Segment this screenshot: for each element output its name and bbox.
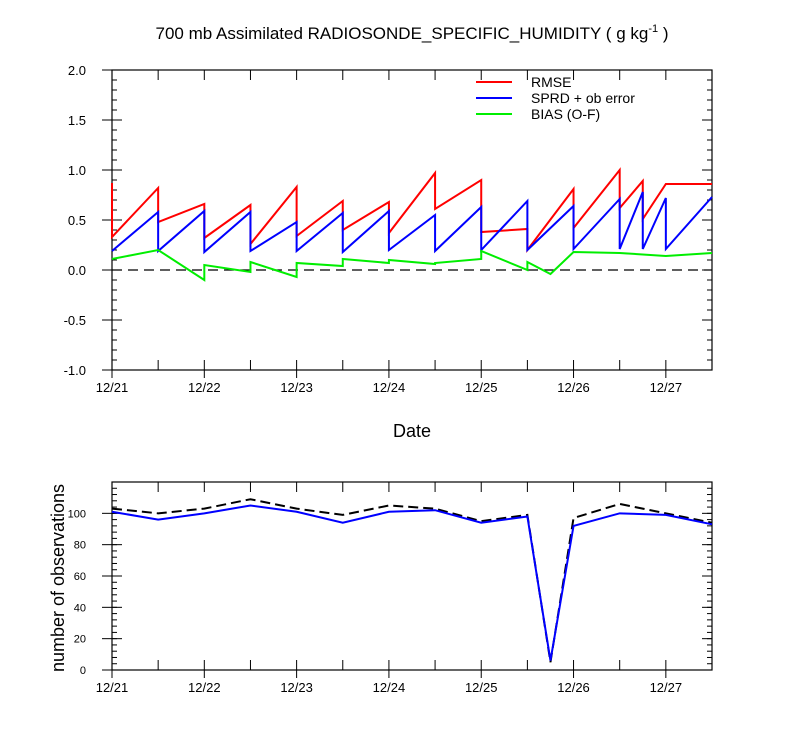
top-ticks [102,69,712,378]
y-tick-label: 0.5 [68,213,86,228]
y-tick-label: 40 [74,602,86,614]
x-tick-label: 12/21 [96,380,129,395]
chart-title-exponent: -1 [648,23,658,35]
x-tick-label: 12/27 [650,380,683,395]
top-plot-frame [111,69,713,371]
series-line-bias-o-f [111,248,713,282]
y-tick-label: 0 [80,665,86,677]
y-tick-label: 1.5 [68,113,86,128]
x-tick-label: 12/24 [373,380,406,395]
x-axis-title: Date [393,421,431,441]
x-tick-label: 12/26 [557,380,590,395]
y-tick-label: 0.0 [68,263,86,278]
y-tick-label: -0.5 [64,313,86,328]
y-tick-label: 100 [68,508,86,520]
legend-label-rmse: RMSE [531,74,571,90]
y-axis-title-observations: number of observations [48,484,68,672]
bottom-y-tick-labels: 0 20 40 60 80 100 [68,508,86,677]
y-tick-label: 2.0 [68,63,86,78]
bottom-series-group [111,498,713,663]
bottom-ticks [102,481,712,678]
chart-title-suffix: ) [658,24,668,43]
y-tick-label: 20 [74,634,86,646]
x-tick-label: 12/23 [280,380,313,395]
top-panel: -1.0-0.50.00.51.01.52.0 12/21 12/22 12/23 1… [64,63,713,441]
top-y-tick-labels: -1.0 -0.5 0.0 0.5 1.0 1.5 2.0 [64,63,86,378]
y-tick-label: 80 [74,540,86,552]
x-tick-label: 12/22 [188,680,221,695]
series-line-possible [111,498,713,663]
y-tick-label: -1.0 [64,363,86,378]
series-line-sprd-ob-error [111,191,713,255]
legend-label-bias: BIAS (O-F) [531,106,600,122]
x-tick-label: 12/24 [373,680,406,695]
legend: RMSE SPRD + ob error BIAS (O-F) [476,74,635,122]
x-tick-label: 12/27 [650,680,683,695]
y-tick-label: 60 [74,571,86,583]
top-series-group [111,167,713,282]
top-x-tick-labels: 12/21 12/22 12/23 12/24 12/25 12/26 12/27 [96,380,682,395]
x-tick-label: 12/25 [465,680,498,695]
series-line-assimilated [111,504,713,661]
x-tick-label: 12/21 [96,680,129,695]
chart-title-main: 700 mb Assimilated RADIOSONDE_SPECIFIC_H… [156,24,649,43]
legend-label-sprd: SPRD + ob error [531,90,635,106]
x-tick-label: 12/26 [557,680,590,695]
x-tick-label: 12/25 [465,380,498,395]
y-tick-label: 1.0 [68,163,86,178]
chart-title: 700 mb Assimilated RADIOSONDE_SPECIFIC_H… [156,23,669,43]
series-line-rmse [111,167,712,253]
x-tick-label: 12/22 [188,380,221,395]
bottom-x-tick-labels: 12/21 12/22 12/23 12/24 12/25 12/26 12/27 [96,680,682,695]
x-tick-label: 12/23 [280,680,313,695]
